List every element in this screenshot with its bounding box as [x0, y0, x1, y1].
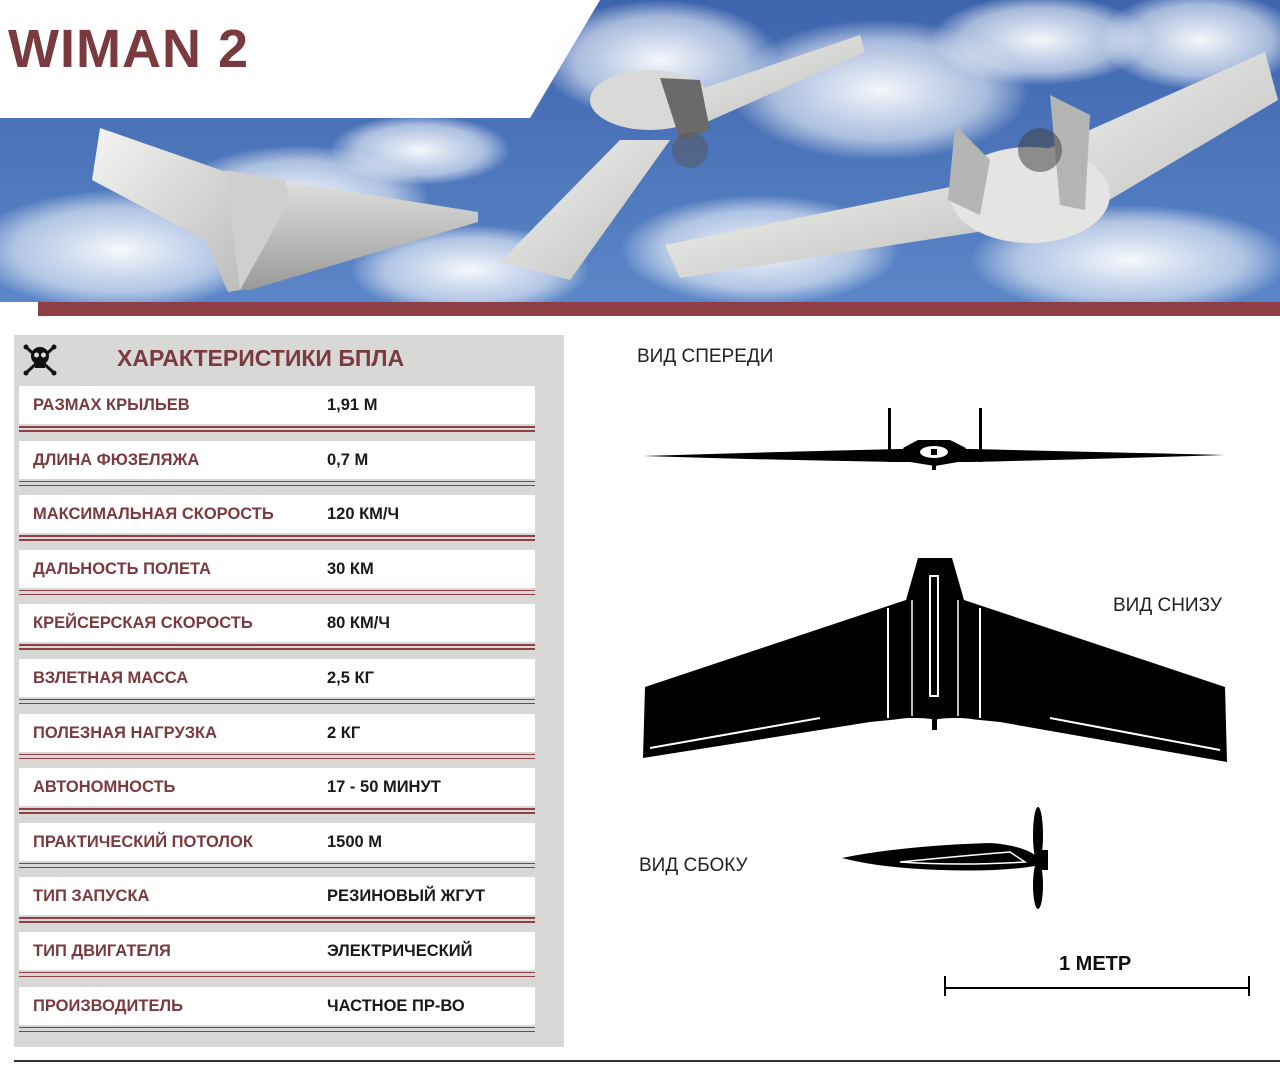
spec-value: ЧАСТНОЕ ПР-ВО [327, 996, 465, 1015]
spec-label: ДЛИНА ФЮЗЕЛЯЖА [33, 450, 200, 469]
spec-row: ПРОИЗВОДИТЕЛЬ ЧАСТНОЕ ПР-ВО [19, 982, 535, 1037]
spec-label: ТИП ДВИГАТЕЛЯ [33, 941, 171, 960]
spec-value: 1,91 М [327, 396, 378, 414]
spec-value: 0,7 М [327, 450, 369, 469]
drone-photo-left [92, 128, 478, 292]
hero-banner [0, 0, 1280, 316]
spec-value: 120 КМ/Ч [327, 505, 400, 524]
spec-label: ДАЛЬНОСТЬ ПОЛЕТА [33, 559, 211, 578]
spec-value: 17 - 50 МИНУТ [327, 778, 441, 797]
spec-label: РАЗМАХ КРЫЛЬЕВ [33, 396, 190, 414]
spec-row: ДЛИНА ФЮЗЕЛЯЖА 0,7 М [19, 436, 535, 491]
spec-label: ВЗЛЕТНАЯ МАССА [33, 668, 189, 687]
spec-row: ПОЛЕЗНАЯ НАГРУЗКА 2 КГ [19, 709, 535, 764]
spec-row: АВТОНОМНОСТЬ 17 - 50 МИНУТ [19, 763, 535, 818]
spec-label: ПОЛЕЗНАЯ НАГРУЗКА [33, 723, 218, 742]
spec-label: КРЕЙСЕРСКАЯ СКОРОСТЬ [33, 614, 253, 633]
bottom-divider [14, 1060, 1280, 1062]
spec-row: КРЕЙСЕРСКАЯ СКОРОСТЬ 80 КМ/Ч [19, 599, 535, 654]
drone-photo-middle [500, 35, 865, 280]
scale-bar [944, 976, 1250, 996]
spec-label: ПРОИЗВОДИТЕЛЬ [33, 996, 183, 1015]
spec-row: МАКСИМАЛЬНАЯ СКОРОСТЬ 120 КМ/Ч [19, 490, 535, 545]
spec-value: РЕЗИНОВЫЙ ЖГУТ [327, 887, 486, 906]
spec-value: 2,5 КГ [327, 668, 374, 687]
specs-header: ХАРАКТЕРИСТИКИ БПЛА [14, 335, 564, 381]
spec-row: ПРАКТИЧЕСКИЙ ПОТОЛОК 1500 М [19, 818, 535, 873]
spec-value: ЭЛЕКТРИЧЕСКИЙ [327, 941, 473, 960]
spec-label: ПРАКТИЧЕСКИЙ ПОТОЛОК [33, 832, 253, 851]
side-view-label: ВИД СБОКУ [639, 855, 748, 876]
specs-table: РАЗМАХ КРЫЛЬЕВ 1,91 М ДЛИНА ФЮЗЕЛЯЖА 0,7 М… [19, 381, 535, 1036]
spec-label: МАКСИМАЛЬНАЯ СКОРОСТЬ [33, 505, 274, 524]
spec-row: ВЗЛЕТНАЯ МАССА 2,5 КГ [19, 654, 535, 709]
specs-panel: ХАРАКТЕРИСТИКИ БПЛА РАЗМАХ КРЫЛЬЕВ 1,91 М… [14, 335, 564, 1047]
specs-title: ХАРАКТЕРИСТИКИ БПЛА [117, 345, 405, 371]
spec-row: РАЗМАХ КРЫЛЬЕВ 1,91 М [19, 381, 535, 436]
spec-label: АВТОНОМНОСТЬ [33, 778, 176, 797]
front-view-silhouette [643, 408, 1225, 470]
spec-row: ТИП ДВИГАТЕЛЯ ЭЛЕКТРИЧЕСКИЙ [19, 927, 535, 982]
page-title: WIMAN 2 [8, 19, 249, 79]
spec-value: 80 КМ/Ч [327, 614, 390, 633]
skull-crossbones-icon [23, 344, 57, 376]
spec-row: ТИП ЗАПУСКА РЕЗИНОВЫЙ ЖГУТ [19, 872, 535, 927]
drone-photo-right [665, 52, 1278, 278]
side-view-silhouette [842, 807, 1048, 909]
scale-label: 1 МЕТР [1059, 953, 1132, 975]
spec-value: 30 КМ [327, 559, 374, 578]
bottom-view-label: ВИД СНИЗУ [1113, 595, 1222, 616]
spec-row: ДАЛЬНОСТЬ ПОЛЕТА 30 КМ [19, 545, 535, 600]
front-view-label: ВИД СПЕРЕДИ [637, 346, 774, 367]
spec-label: ТИП ЗАПУСКА [33, 887, 150, 906]
spec-value: 1500 М [327, 832, 383, 851]
bottom-view-silhouette [643, 558, 1227, 762]
spec-value: 2 КГ [327, 723, 361, 742]
